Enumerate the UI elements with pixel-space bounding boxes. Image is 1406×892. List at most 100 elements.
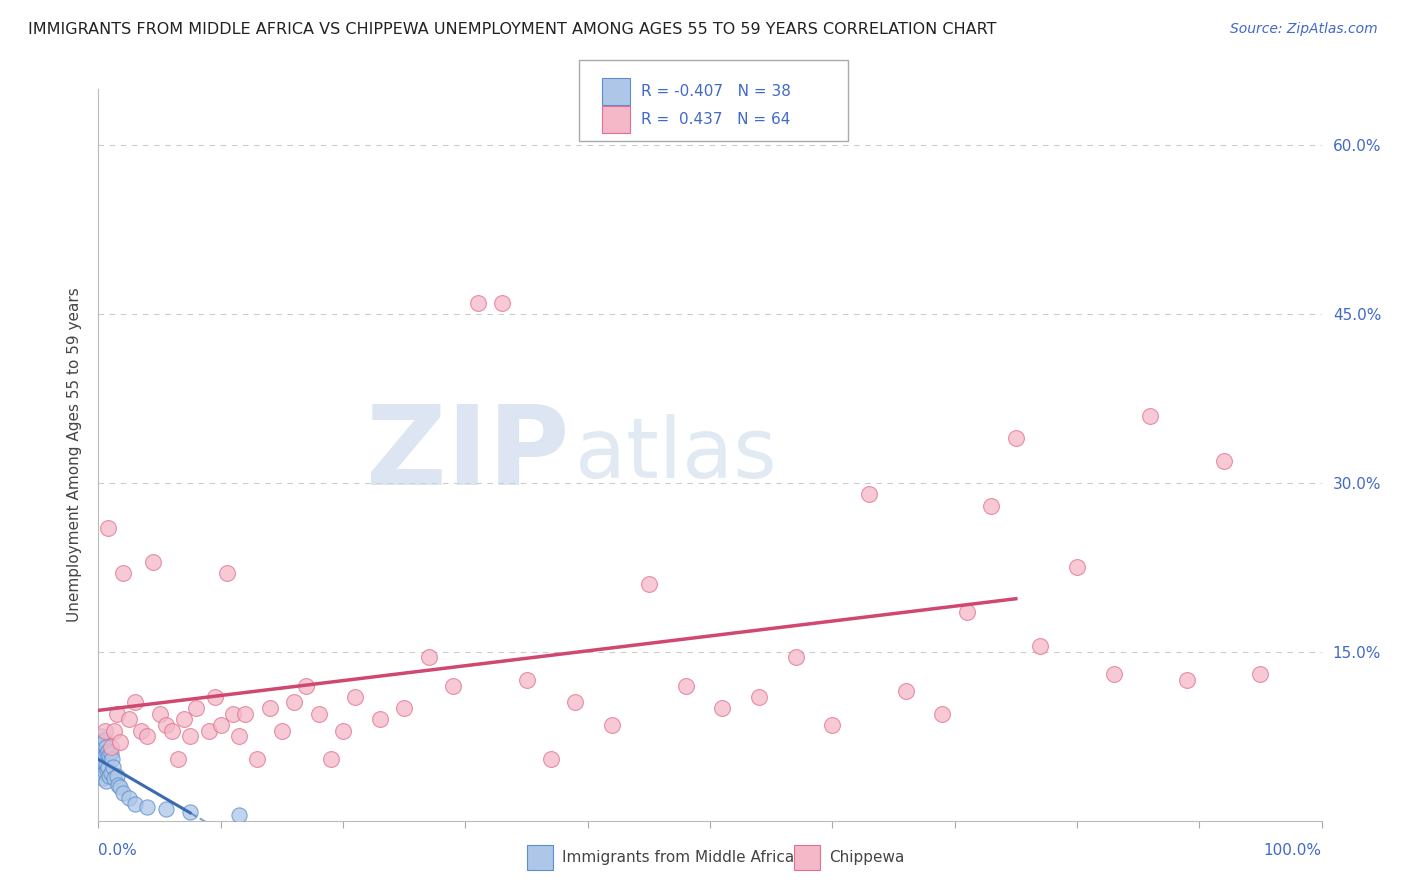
Point	[600, 718, 623, 732]
Point	[209, 718, 232, 732]
Point	[96, 746, 118, 760]
Text: R =  0.437   N = 64: R = 0.437 N = 64	[641, 112, 790, 127]
Point	[222, 706, 245, 721]
Point	[748, 690, 770, 704]
Point	[149, 706, 172, 721]
Point	[142, 555, 165, 569]
Point	[638, 577, 661, 591]
Text: 100.0%: 100.0%	[1264, 843, 1322, 858]
Point	[1139, 409, 1161, 423]
Text: atlas: atlas	[575, 415, 778, 495]
Point	[105, 769, 128, 783]
Point	[956, 606, 979, 620]
Point	[91, 755, 114, 769]
Point	[105, 706, 128, 721]
Point	[129, 723, 152, 738]
Point	[392, 701, 416, 715]
Point	[89, 740, 111, 755]
Point	[100, 740, 122, 755]
Point	[515, 673, 537, 687]
Text: 0.0%: 0.0%	[98, 843, 138, 858]
Point	[228, 808, 250, 822]
Point	[179, 729, 201, 743]
Point	[155, 802, 177, 816]
Point	[215, 566, 238, 580]
Point	[368, 712, 391, 726]
Y-axis label: Unemployment Among Ages 55 to 59 years: Unemployment Among Ages 55 to 59 years	[67, 287, 83, 623]
Point	[111, 785, 134, 799]
Point	[91, 771, 114, 785]
Point	[467, 296, 489, 310]
Point	[93, 765, 115, 780]
Point	[94, 740, 117, 755]
Point	[118, 712, 141, 726]
Point	[259, 701, 281, 715]
Point	[1175, 673, 1198, 687]
Point	[136, 729, 159, 743]
Point	[110, 780, 132, 794]
Point	[228, 729, 250, 743]
Point	[103, 723, 125, 738]
Point	[204, 690, 226, 704]
Point	[100, 746, 122, 760]
Point	[418, 650, 440, 665]
Point	[100, 766, 122, 780]
Point	[344, 690, 367, 704]
Point	[97, 521, 120, 535]
Point	[110, 735, 132, 749]
Point	[233, 706, 256, 721]
Point	[111, 566, 134, 580]
Point	[98, 748, 121, 763]
Point	[295, 679, 318, 693]
Point	[441, 679, 464, 693]
Point	[173, 712, 195, 726]
Point	[124, 696, 146, 710]
Point	[94, 774, 117, 789]
Point	[90, 759, 112, 773]
Point	[91, 752, 114, 766]
Point	[101, 759, 124, 773]
Point	[107, 778, 129, 792]
Point	[197, 723, 219, 738]
Text: IMMIGRANTS FROM MIDDLE AFRICA VS CHIPPEWA UNEMPLOYMENT AMONG AGES 55 TO 59 YEARS: IMMIGRANTS FROM MIDDLE AFRICA VS CHIPPEW…	[28, 22, 997, 37]
Point	[1102, 667, 1125, 681]
Point	[103, 771, 125, 785]
Point	[179, 805, 201, 819]
Point	[319, 752, 342, 766]
Point	[90, 729, 112, 743]
Point	[564, 696, 586, 710]
Point	[1212, 453, 1234, 467]
Text: Immigrants from Middle Africa: Immigrants from Middle Africa	[562, 850, 794, 864]
Point	[1029, 639, 1052, 653]
Point	[101, 752, 124, 766]
Point	[491, 296, 513, 310]
Point	[858, 487, 880, 501]
Point	[136, 800, 159, 814]
Point	[1249, 667, 1271, 681]
Point	[270, 723, 294, 738]
Point	[246, 752, 269, 766]
Point	[160, 723, 183, 738]
Point	[93, 723, 115, 738]
Point	[186, 701, 208, 715]
Point	[821, 718, 844, 732]
Point	[894, 684, 917, 698]
Point	[97, 744, 120, 758]
Point	[308, 706, 330, 721]
Text: R = -0.407   N = 38: R = -0.407 N = 38	[641, 84, 792, 99]
Point	[711, 701, 734, 715]
Point	[980, 499, 1002, 513]
Point	[155, 718, 177, 732]
Point	[89, 752, 111, 766]
Point	[283, 696, 305, 710]
Text: Source: ZipAtlas.com: Source: ZipAtlas.com	[1230, 22, 1378, 37]
Point	[1004, 431, 1026, 445]
Point	[93, 732, 115, 747]
Point	[94, 757, 117, 772]
Point	[931, 706, 953, 721]
Point	[91, 766, 114, 780]
Point	[540, 752, 562, 766]
Point	[332, 723, 354, 738]
Point	[167, 752, 190, 766]
Point	[91, 737, 114, 751]
